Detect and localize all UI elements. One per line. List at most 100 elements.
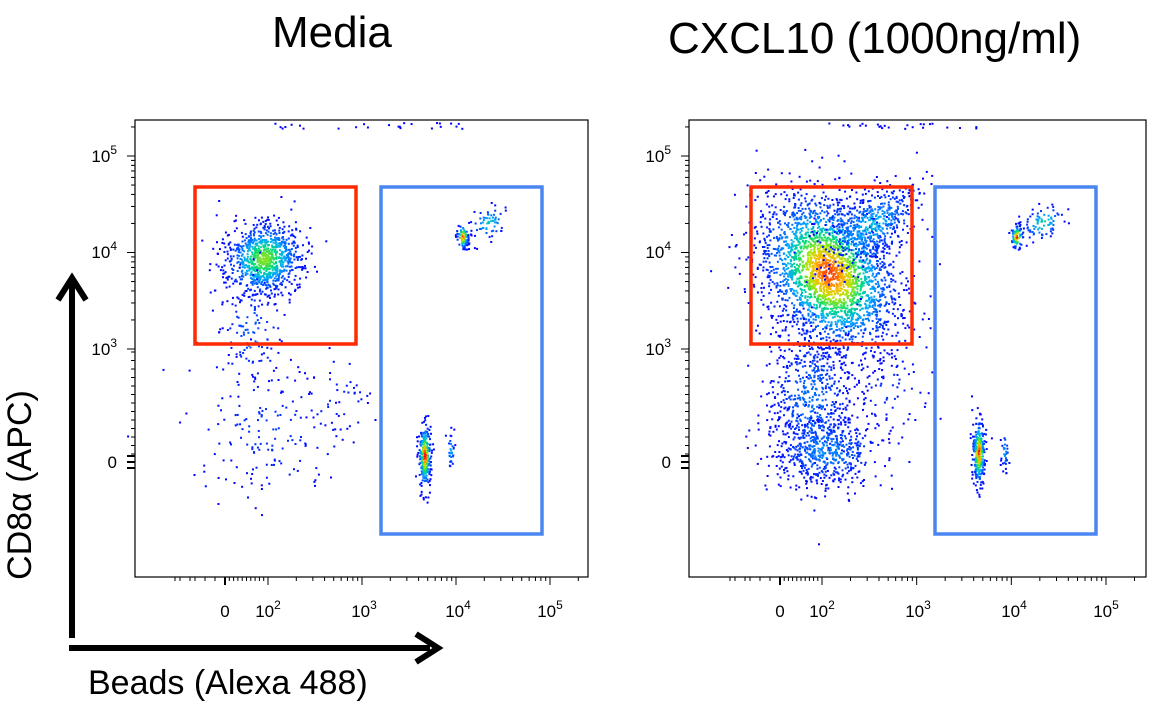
- event-point: [254, 322, 257, 325]
- event-point: [857, 265, 860, 268]
- event-point: [251, 446, 254, 449]
- event-point: [296, 469, 299, 472]
- event-point: [872, 356, 875, 359]
- event-point: [855, 301, 858, 304]
- event-point: [820, 266, 822, 269]
- event-point: [769, 218, 772, 221]
- event-point: [904, 327, 907, 330]
- event-point: [851, 288, 854, 291]
- event-point: [824, 271, 827, 274]
- event-point: [860, 369, 863, 372]
- event-point: [267, 272, 270, 275]
- event-point: [792, 256, 795, 259]
- event-point: [798, 175, 801, 178]
- event-point: [776, 238, 779, 241]
- event-point: [428, 428, 431, 431]
- event-point: [855, 216, 858, 218]
- event-point: [246, 269, 249, 272]
- event-point: [879, 239, 882, 242]
- event-point: [875, 230, 878, 233]
- event-point: [777, 291, 780, 293]
- event-point: [829, 226, 832, 229]
- event-point: [842, 268, 845, 271]
- event-point: [889, 198, 892, 201]
- event-point: [925, 346, 928, 349]
- event-point: [809, 302, 812, 304]
- event-point: [787, 284, 790, 287]
- event-point: [829, 256, 832, 259]
- event-point: [754, 276, 757, 279]
- event-point: [766, 244, 769, 247]
- event-point: [801, 213, 804, 216]
- event-point: [829, 218, 832, 221]
- event-point: [730, 234, 733, 236]
- event-point: [891, 356, 893, 359]
- event-point: [223, 250, 226, 253]
- event-point: [828, 328, 831, 331]
- event-point: [901, 200, 904, 203]
- event-point: [861, 193, 864, 196]
- event-point: [857, 250, 860, 253]
- event-point: [869, 288, 872, 290]
- event-point: [388, 124, 391, 127]
- event-point: [335, 383, 338, 386]
- event-point: [296, 257, 299, 260]
- event-point: [794, 247, 797, 250]
- event-point: [860, 283, 863, 286]
- event-point: [800, 229, 803, 232]
- event-point: [784, 329, 787, 332]
- event-point: [495, 221, 498, 224]
- event-point: [753, 237, 756, 240]
- event-point: [879, 298, 882, 301]
- event-point: [882, 356, 885, 359]
- event-point: [776, 284, 779, 287]
- event-point: [795, 280, 798, 283]
- event-point: [427, 415, 430, 417]
- event-point: [278, 338, 281, 341]
- event-point: [845, 267, 848, 270]
- event-point: [839, 351, 842, 354]
- event-point: [420, 460, 423, 463]
- event-point: [819, 241, 822, 244]
- event-point: [812, 270, 815, 273]
- event-point: [784, 211, 787, 214]
- event-point: [301, 254, 304, 257]
- event-point: [276, 264, 279, 267]
- event-point: [891, 240, 894, 243]
- event-point: [876, 225, 879, 228]
- event-point: [824, 284, 827, 287]
- event-point: [860, 250, 863, 253]
- event-point: [266, 265, 269, 268]
- event-point: [833, 216, 836, 219]
- event-point: [785, 309, 788, 312]
- event-point: [846, 231, 849, 234]
- event-point: [771, 280, 774, 283]
- event-point: [260, 271, 263, 274]
- event-point: [812, 273, 814, 275]
- event-point: [316, 413, 319, 416]
- event-point: [451, 455, 454, 458]
- event-point: [890, 213, 893, 216]
- event-point: [847, 213, 850, 216]
- event-point: [874, 282, 877, 285]
- event-point: [280, 391, 283, 394]
- event-point: [792, 215, 795, 218]
- event-point: [797, 243, 800, 246]
- event-point: [265, 268, 268, 270]
- event-point: [850, 172, 853, 175]
- event-point: [486, 217, 489, 220]
- x-tick-label: 102: [255, 598, 281, 621]
- event-point: [797, 198, 800, 201]
- event-point: [215, 263, 218, 266]
- event-point: [415, 475, 417, 478]
- event-point: [813, 183, 816, 185]
- event-point: [768, 230, 771, 233]
- event-point: [815, 304, 818, 307]
- event-point: [826, 313, 829, 316]
- event-point: [815, 234, 818, 237]
- event-point: [840, 356, 843, 359]
- event-point: [327, 403, 329, 406]
- event-point: [230, 459, 233, 462]
- event-point: [878, 269, 881, 271]
- event-point: [847, 330, 850, 333]
